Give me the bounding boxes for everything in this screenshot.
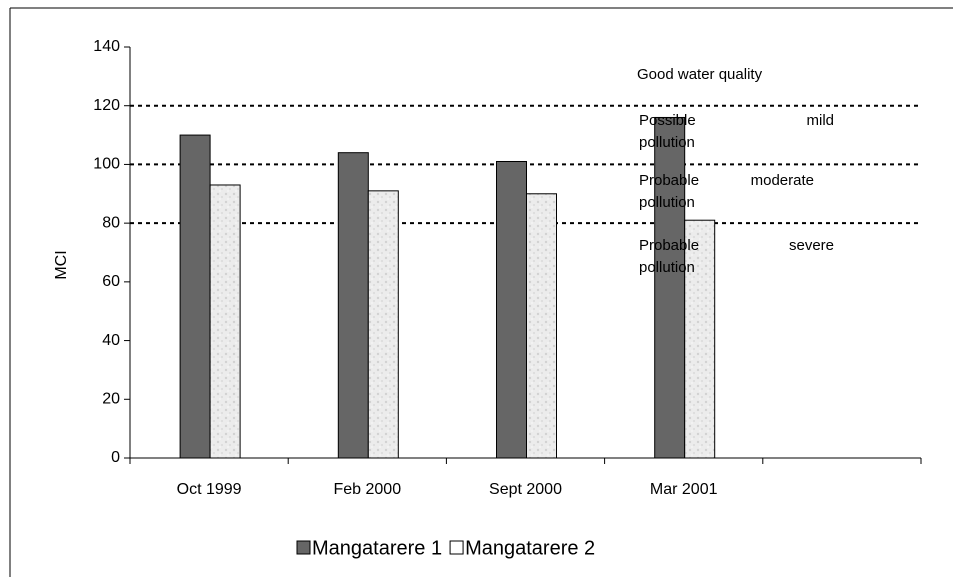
legend-label: Mangatarere 1	[312, 537, 442, 559]
y-tick-label: 60	[102, 273, 120, 290]
bar	[209, 184, 241, 459]
y-tick-label: 140	[93, 38, 120, 55]
y-tick-label: 20	[102, 391, 120, 408]
annotation-line: Probable severe	[639, 237, 834, 254]
bar	[337, 152, 369, 459]
annotation-line: Possible mild	[639, 112, 834, 129]
annotation-line: Probable moderate	[639, 172, 814, 189]
bar	[367, 190, 399, 459]
y-tick-label: 100	[93, 156, 120, 173]
x-tick-label: Oct 1999	[177, 481, 242, 498]
y-tick-label: 80	[102, 214, 120, 231]
x-tick-label: Mar 2001	[650, 481, 718, 498]
legend-swatch	[449, 540, 464, 555]
annotation: Good water quality	[637, 64, 832, 86]
bar	[684, 219, 716, 459]
annotation: Probable severe pollution	[639, 235, 834, 279]
annotation: Possible mild pollution	[639, 110, 834, 154]
legend-swatch	[296, 540, 311, 555]
y-tick-label: 0	[111, 449, 120, 466]
annotation-line: Good water quality	[637, 66, 763, 83]
y-tick-label: 40	[102, 332, 120, 349]
bar	[496, 160, 527, 459]
annotation-line: pollution	[639, 259, 695, 276]
bar	[526, 193, 557, 459]
x-tick-label: Feb 2000	[333, 481, 401, 498]
legend-label: Mangatarere 2	[465, 537, 595, 559]
annotation-line: pollution	[639, 134, 695, 151]
y-axis-label: MCI	[53, 250, 70, 279]
bar	[179, 134, 211, 459]
bar	[654, 116, 686, 459]
y-tick-label: 120	[93, 97, 120, 114]
annotation-line: pollution	[639, 194, 695, 211]
annotation: Probable moderate pollution	[639, 170, 834, 214]
x-tick-label: Sept 2000	[489, 481, 562, 498]
